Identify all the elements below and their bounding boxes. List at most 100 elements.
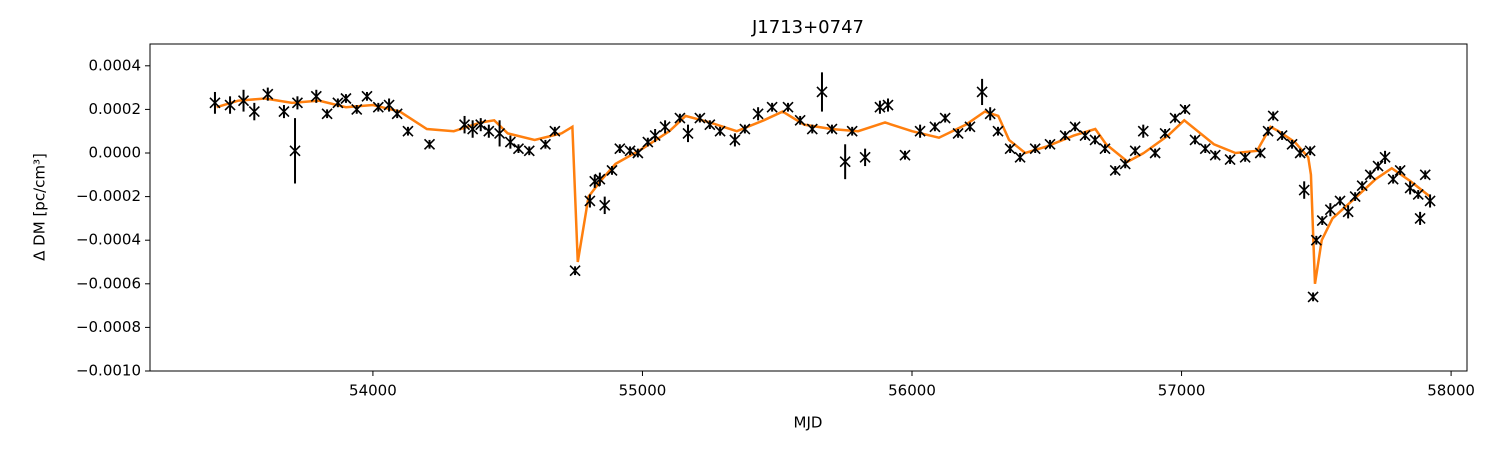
data-point [1029,143,1041,155]
data-point [839,156,851,168]
data-point [1372,160,1384,172]
y-tick-label: 0.0004 [89,56,142,74]
data-point [992,125,1004,137]
data-point [714,125,726,137]
data-point [1310,234,1322,246]
data-point [504,136,516,148]
data-point [1349,191,1361,203]
data-point [929,121,941,133]
data-point [594,173,606,185]
data-point [816,86,828,98]
chart-title: J1713+0747 [751,17,864,38]
data-point [1304,145,1316,157]
data-point [766,101,778,113]
data-point [248,106,260,118]
data-point [846,125,858,137]
data-point [1224,153,1236,166]
data-point [1209,149,1221,161]
data-point [1404,182,1416,194]
data-point [752,108,764,120]
y-axis-label: Δ DM [pc/cm³] [31,153,49,261]
model-line [216,97,1431,284]
data-point [606,164,618,177]
y-tick-label: 0.0000 [89,144,142,162]
data-point [1356,180,1368,192]
data-point [1262,125,1274,137]
x-tick-label: 55000 [619,382,667,400]
data-point [794,114,806,126]
data-point [278,106,290,118]
y-tick-label: −0.0010 [76,362,141,380]
data-point [614,143,626,155]
data-point [704,119,716,131]
data-point [483,125,495,137]
data-point [1119,158,1131,170]
data-point [1129,145,1141,157]
x-axis-label: MJD [794,414,823,432]
y-tick-label: −0.0008 [76,318,141,336]
data-point [1267,110,1279,122]
data-point [1137,125,1149,137]
data-point [1169,112,1181,124]
data-point [1394,164,1406,177]
data-point [584,195,596,207]
data-point [1342,206,1354,218]
data-point [351,103,363,115]
data-point [1179,103,1191,115]
data-point [372,101,384,113]
data-point [1298,184,1310,196]
data-point [984,108,996,120]
data-point [1387,173,1399,185]
data-point [649,129,661,142]
data-point [739,123,751,135]
x-tick-label: 58000 [1427,382,1475,400]
plot-frame [149,43,1468,372]
data-point [1286,138,1298,150]
data-point [882,99,894,111]
data-point [1089,134,1101,146]
data-point [475,119,487,131]
data-point [694,112,706,124]
data-point [1109,164,1121,177]
data-point [599,199,611,211]
data-point [321,108,333,120]
data-point [964,121,976,133]
data-point [674,112,686,124]
data-point [539,138,551,150]
data-point [1324,204,1336,216]
data-point [289,145,301,157]
data-point [899,149,911,161]
data-point [806,123,818,135]
data-point [1099,143,1111,155]
data-point [914,125,926,137]
data-point [458,119,471,131]
data-point [1199,143,1211,155]
data-point [1044,138,1056,150]
data-point [262,88,274,100]
data-point [1276,129,1288,142]
data-point [1414,212,1426,224]
data-point [729,134,741,146]
data-point [859,151,871,163]
data-point [632,147,644,159]
data-point [1307,291,1319,303]
data-point [383,99,395,111]
data-point [1014,151,1026,163]
data-point [1159,127,1171,139]
data-point [467,123,479,135]
data-point [682,127,694,139]
data-point [1316,215,1328,227]
data-point [1379,151,1391,163]
y-tick-label: −0.0002 [76,187,141,205]
data-point [494,127,506,139]
data-point [224,99,236,111]
data-point [1149,147,1161,159]
data-point [1059,129,1071,142]
data-point [939,112,951,124]
x-tick-label: 57000 [1158,382,1206,400]
data-point [1419,169,1431,181]
data-point [340,92,352,105]
data-point [361,90,373,102]
data-point [1189,134,1201,146]
data-point [1239,151,1251,163]
